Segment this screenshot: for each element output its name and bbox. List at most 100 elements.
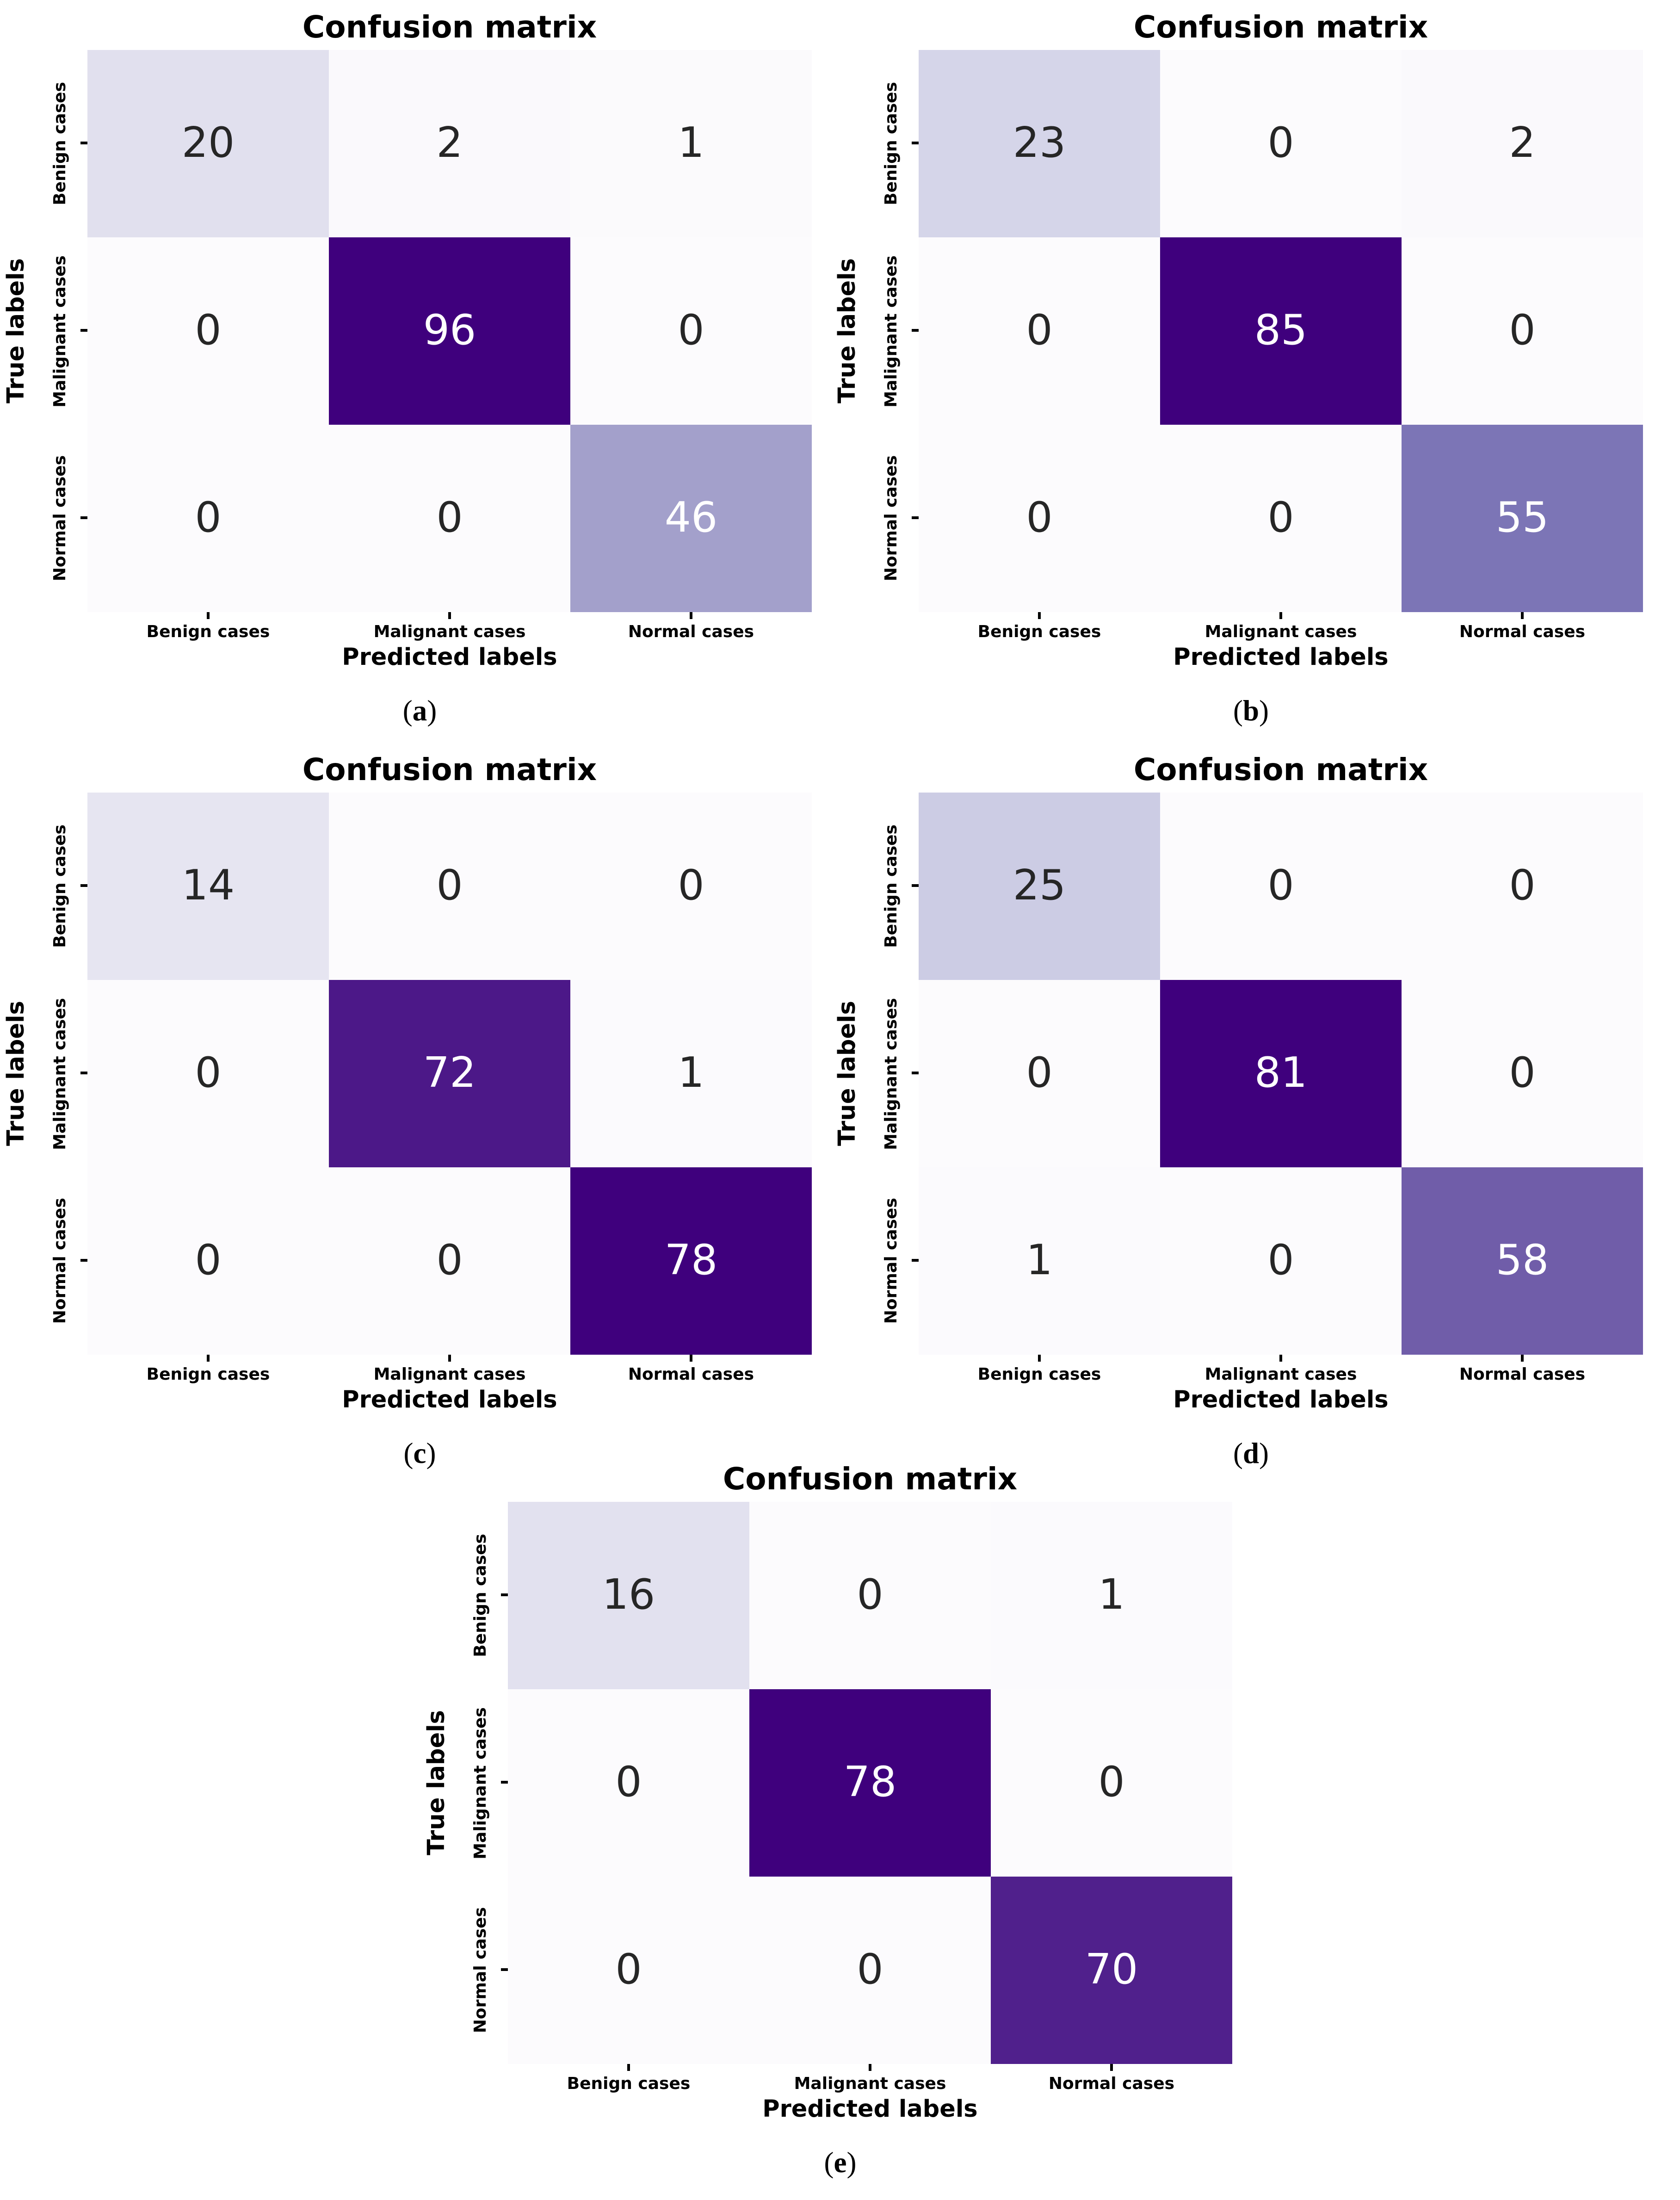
matrix-cell: 25 — [919, 793, 1160, 980]
subfigure-caption: (b) — [831, 694, 1671, 729]
y-axis-tick-labels: Benign cases Malignant cases Normal case… — [455, 1502, 504, 2064]
y-tick-malignant: Malignant cases — [469, 1707, 489, 1859]
matrix-cell: 0 — [87, 1167, 329, 1355]
matrix-cell: 0 — [1160, 793, 1402, 980]
matrix-cell: 78 — [570, 1167, 812, 1355]
y-tick-malignant: Malignant cases — [880, 255, 900, 407]
tick-mark — [80, 1072, 87, 1074]
y-axis-label: True labels — [0, 793, 33, 1355]
matrix-cell: 96 — [329, 237, 570, 425]
caption-letter: b — [1242, 694, 1260, 727]
x-tick-benign: Benign cases — [146, 622, 270, 641]
confusion-matrix-grid: 20 2 1 0 96 0 0 0 46 — [87, 50, 812, 612]
tick-mark — [448, 1355, 451, 1362]
matrix-cell: 0 — [570, 237, 812, 425]
tick-mark — [80, 884, 87, 887]
matrix-cell: 0 — [749, 1877, 991, 2064]
x-axis-tick-labels: Benign cases Malignant cases Normal case… — [87, 622, 812, 641]
matrix-cell: 16 — [508, 1502, 749, 1689]
x-tick-benign: Benign cases — [567, 2074, 691, 2093]
y-tick-benign: Benign cases — [880, 82, 900, 205]
subfigure-caption: (a) — [0, 694, 840, 729]
matrix-cell: 14 — [87, 793, 329, 980]
matrix-cell: 0 — [1402, 980, 1643, 1167]
matrix-cell: 0 — [1402, 237, 1643, 425]
matrix-cell: 1 — [570, 980, 812, 1167]
x-tick-benign: Benign cases — [977, 622, 1101, 641]
y-tick-normal: Normal cases — [880, 1198, 900, 1324]
matrix-cell: 0 — [1160, 1167, 1402, 1355]
x-tick-normal: Normal cases — [1459, 622, 1586, 641]
matrix-cell: 1 — [919, 1167, 1160, 1355]
x-axis-tick-labels: Benign cases Malignant cases Normal case… — [87, 1364, 812, 1384]
matrix-cell: 81 — [1160, 980, 1402, 1167]
matrix-cell: 70 — [991, 1877, 1232, 2064]
tick-mark — [207, 612, 210, 619]
y-tick-normal: Normal cases — [49, 455, 69, 582]
caption-paren-open: ( — [824, 2146, 834, 2179]
tick-mark — [690, 612, 692, 619]
tick-mark — [912, 329, 919, 332]
subfigure-e: Confusion matrix True labels Benign case… — [420, 1455, 1260, 2197]
caption-paren-close: ) — [1259, 1437, 1269, 1470]
subfigure-d: Confusion matrix True labels Benign case… — [831, 745, 1671, 1488]
y-tick-benign: Benign cases — [49, 824, 69, 948]
matrix-cell: 0 — [991, 1689, 1232, 1877]
x-tick-benign: Benign cases — [977, 1364, 1101, 1384]
tick-mark — [448, 612, 451, 619]
caption-letter: a — [412, 694, 427, 727]
chart-title: Confusion matrix — [1133, 754, 1428, 788]
matrix-cell: 2 — [1402, 50, 1643, 237]
y-axis-label-text: True labels — [3, 1001, 31, 1146]
y-axis-tick-labels: Benign cases Malignant cases Normal case… — [866, 793, 914, 1355]
x-tick-malignant: Malignant cases — [1204, 622, 1357, 641]
y-axis-label-text: True labels — [834, 258, 862, 404]
matrix-cell: 0 — [87, 425, 329, 612]
subfigure-b: Confusion matrix True labels Benign case… — [831, 3, 1671, 745]
confusion-matrix-grid: 14 0 0 0 72 1 0 0 78 — [87, 793, 812, 1355]
x-tick-malignant: Malignant cases — [373, 622, 526, 641]
tick-mark — [912, 884, 919, 887]
caption-paren-close: ) — [427, 694, 437, 727]
y-axis-label: True labels — [0, 50, 33, 612]
tick-mark — [627, 2064, 630, 2071]
tick-mark — [80, 516, 87, 519]
x-axis-label: Predicted labels — [1173, 644, 1389, 672]
x-axis-tick-labels: Benign cases Malignant cases Normal case… — [919, 1364, 1643, 1384]
chart-title: Confusion matrix — [723, 1463, 1018, 1498]
matrix-cell: 1 — [570, 50, 812, 237]
caption-paren-open: ( — [1233, 1437, 1243, 1470]
matrix-cell: 0 — [1402, 793, 1643, 980]
matrix-cell: 0 — [329, 1167, 570, 1355]
matrix-cell: 58 — [1402, 1167, 1643, 1355]
x-tick-malignant: Malignant cases — [794, 2074, 946, 2093]
caption-paren-open: ( — [1233, 694, 1243, 727]
tick-mark — [1279, 1355, 1282, 1362]
tick-mark — [1279, 612, 1282, 619]
y-tick-malignant: Malignant cases — [880, 998, 900, 1150]
x-tick-benign: Benign cases — [146, 1364, 270, 1384]
matrix-cell: 0 — [919, 980, 1160, 1167]
y-tick-normal: Normal cases — [49, 1198, 69, 1324]
y-axis-label: True labels — [831, 50, 865, 612]
x-axis-label: Predicted labels — [762, 2096, 978, 2124]
caption-letter: e — [834, 2146, 847, 2179]
matrix-cell: 0 — [508, 1877, 749, 2064]
y-axis-label-text: True labels — [834, 1001, 862, 1146]
matrix-cell: 0 — [749, 1502, 991, 1689]
caption-letter: d — [1242, 1437, 1260, 1470]
matrix-cell: 0 — [329, 793, 570, 980]
tick-mark — [1038, 1355, 1041, 1362]
y-axis-tick-labels: Benign cases Malignant cases Normal case… — [866, 50, 914, 612]
matrix-cell: 0 — [87, 237, 329, 425]
subfigure-caption: (d) — [831, 1437, 1671, 1471]
tick-mark — [80, 142, 87, 144]
y-tick-normal: Normal cases — [880, 455, 900, 582]
tick-mark — [1038, 612, 1041, 619]
tick-mark — [80, 329, 87, 332]
matrix-cell: 20 — [87, 50, 329, 237]
x-tick-malignant: Malignant cases — [1204, 1364, 1357, 1384]
tick-mark — [912, 1072, 919, 1074]
tick-mark — [690, 1355, 692, 1362]
